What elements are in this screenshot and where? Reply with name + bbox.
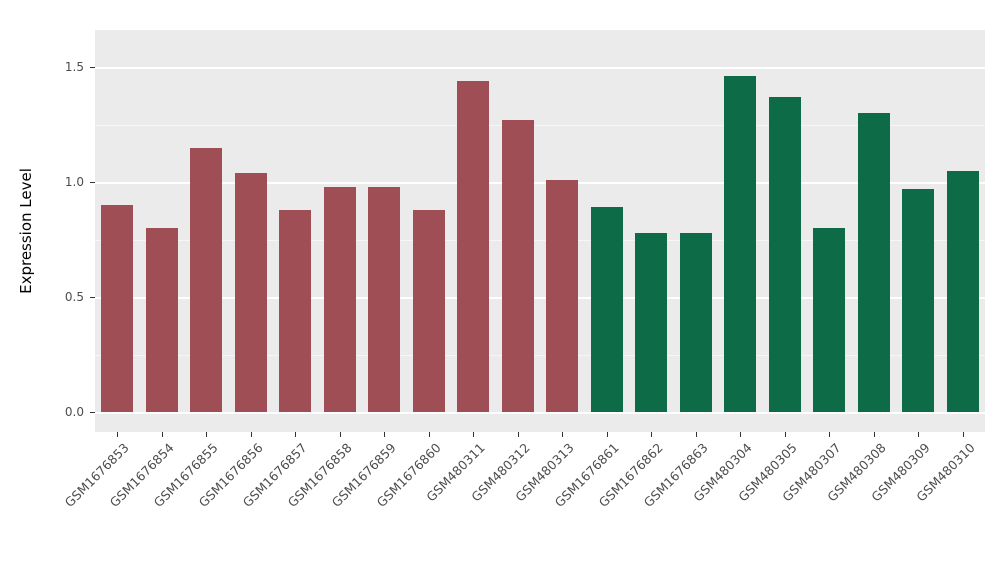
bar-GSM1676861	[590, 207, 623, 412]
x-tick-mark	[740, 432, 742, 437]
x-tick-mark	[295, 432, 297, 437]
bar-GSM480312	[501, 119, 534, 412]
x-tick-mark	[206, 432, 208, 437]
x-tick-mark	[962, 432, 964, 437]
x-tick-mark	[428, 432, 430, 437]
gridline-major	[95, 412, 985, 414]
y-tick-mark	[90, 67, 95, 68]
x-tick-mark	[829, 432, 831, 437]
bar-GSM480307	[813, 228, 846, 412]
y-tick-label: 1.5	[64, 60, 84, 74]
bar-GSM480309	[902, 188, 935, 412]
gridline-major	[95, 182, 985, 184]
gridline-major	[95, 67, 985, 69]
bar-GSM480311	[457, 80, 490, 412]
bar-GSM1676854	[145, 228, 178, 412]
bar-GSM1676859	[368, 186, 401, 412]
x-tick-mark	[918, 432, 920, 437]
bar-GSM1676853	[101, 205, 134, 412]
y-tick-label: 1.0	[64, 175, 84, 189]
x-tick-mark	[117, 432, 119, 437]
y-tick-mark	[90, 412, 95, 413]
bar-GSM1676856	[234, 172, 267, 412]
x-axis: GSM1676853 GSM1676854 GSM1676855 GSM1676856…	[62, 440, 985, 570]
y-tick-label: 0.0	[64, 405, 84, 419]
x-tick-mark	[695, 432, 697, 437]
gridline-major	[95, 297, 985, 299]
plot-panel	[95, 30, 985, 432]
x-tick-mark	[250, 432, 252, 437]
x-tick-mark	[562, 432, 564, 437]
bar-GSM480308	[857, 113, 890, 412]
bar-GSM480313	[546, 179, 579, 412]
x-tick-mark	[339, 432, 341, 437]
y-tick-mark	[90, 297, 95, 298]
bar-GSM1676857	[279, 209, 312, 412]
bar-GSM480310	[946, 170, 979, 412]
bar-GSM1676860	[412, 209, 445, 412]
x-tick-mark	[384, 432, 386, 437]
y-tick-mark	[90, 182, 95, 183]
bar-GSM1676858	[323, 186, 356, 412]
x-tick-mark	[517, 432, 519, 437]
x-tick-mark	[784, 432, 786, 437]
gridline-minor	[95, 354, 985, 356]
x-tick-mark	[606, 432, 608, 437]
x-tick-mark	[161, 432, 163, 437]
y-tick-label: 0.5	[64, 290, 84, 304]
bar-GSM480304	[724, 76, 757, 412]
x-tick-mark	[473, 432, 475, 437]
bar-GSM480305	[768, 96, 801, 412]
x-tick-mark	[873, 432, 875, 437]
x-tick-mark	[651, 432, 653, 437]
bar-GSM1676862	[635, 232, 668, 412]
gridline-minor	[95, 239, 985, 241]
y-axis: 0.0 0.5 1.0 1.5	[0, 30, 84, 432]
bar-GSM1676863	[679, 232, 712, 412]
bar-GSM1676855	[190, 147, 223, 412]
gridline-minor	[95, 124, 985, 126]
